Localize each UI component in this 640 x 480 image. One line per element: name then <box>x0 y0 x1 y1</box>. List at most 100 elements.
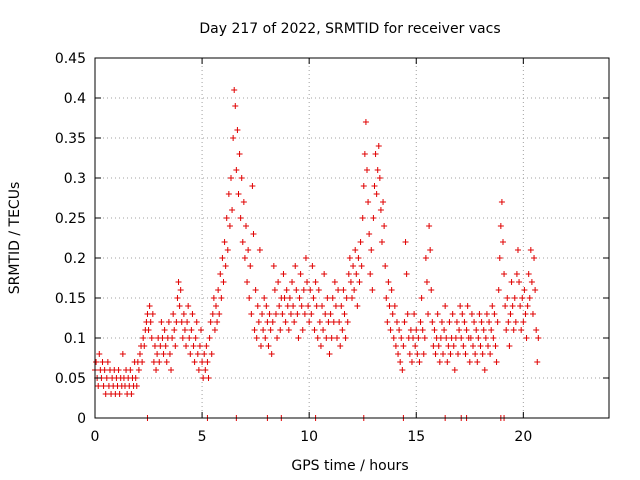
chart-title: Day 217 of 2022, SRMTID for receiver vac… <box>199 21 500 37</box>
data-point <box>468 311 475 317</box>
data-point <box>488 327 495 333</box>
data-point <box>316 319 323 325</box>
data-point <box>170 311 177 317</box>
data-point <box>241 255 248 261</box>
data-point <box>359 215 366 221</box>
data-point <box>246 295 253 301</box>
data-point <box>479 351 486 357</box>
y-tick-label: 0 <box>77 411 86 427</box>
data-point <box>461 319 468 325</box>
data-point <box>295 335 302 341</box>
data-point <box>510 327 517 333</box>
data-point <box>422 255 429 261</box>
data-point <box>146 303 153 309</box>
data-point <box>132 375 139 381</box>
data-point <box>267 327 274 333</box>
data-point <box>159 335 166 341</box>
data-point <box>200 375 207 381</box>
data-point <box>249 183 256 189</box>
data-point <box>521 287 528 293</box>
data-point <box>116 391 123 397</box>
data-point <box>404 311 411 317</box>
data-point <box>387 327 394 333</box>
data-point <box>402 239 409 245</box>
data-point <box>460 343 467 349</box>
data-point <box>127 367 134 373</box>
data-point <box>401 319 408 325</box>
data-point <box>452 335 459 341</box>
data-point <box>250 231 257 237</box>
data-point <box>247 263 254 269</box>
data-point <box>420 351 427 357</box>
data-point <box>418 295 425 301</box>
data-point <box>403 271 410 277</box>
data-point <box>299 327 306 333</box>
data-point <box>427 247 434 253</box>
x-tick-label: 5 <box>198 429 207 445</box>
data-point <box>317 343 324 349</box>
data-point <box>380 199 387 205</box>
data-point <box>369 287 376 293</box>
data-point <box>294 311 301 317</box>
data-point <box>456 327 463 333</box>
data-point <box>254 303 261 309</box>
data-point <box>148 335 155 341</box>
data-point <box>259 311 266 317</box>
data-point <box>471 319 478 325</box>
data-point <box>436 359 443 365</box>
data-point <box>186 335 193 341</box>
data-point <box>432 351 439 357</box>
data-point <box>262 335 269 341</box>
data-point <box>188 327 195 333</box>
data-point <box>435 343 442 349</box>
data-point <box>464 303 471 309</box>
data-point <box>208 351 215 357</box>
data-point <box>336 319 343 325</box>
data-point <box>270 263 277 269</box>
data-point <box>204 359 211 365</box>
data-point <box>216 311 223 317</box>
data-point <box>192 335 199 341</box>
data-point <box>232 103 239 109</box>
data-point <box>274 335 281 341</box>
data-point <box>335 287 342 293</box>
data-point <box>507 311 514 317</box>
data-point <box>356 279 363 285</box>
data-point <box>377 207 384 213</box>
data-point <box>396 327 403 333</box>
data-point <box>480 327 487 333</box>
data-point <box>261 295 268 301</box>
data-point <box>475 335 482 341</box>
data-point <box>179 335 186 341</box>
data-point <box>193 319 200 325</box>
data-point <box>320 327 327 333</box>
data-point <box>345 271 352 277</box>
data-point <box>346 255 353 261</box>
data-point <box>341 311 348 317</box>
data-point <box>490 335 497 341</box>
data-point <box>128 391 135 397</box>
data-point <box>400 343 407 349</box>
data-point <box>93 359 100 365</box>
data-point <box>95 383 102 389</box>
data-points <box>92 87 542 421</box>
data-point <box>309 263 316 269</box>
data-point <box>151 343 158 349</box>
y-tick-labels: 0 0.05 0.1 0.15 0.2 0.25 0.3 0.35 0.4 0.45 <box>55 51 86 427</box>
data-point <box>525 271 532 277</box>
data-point <box>252 287 259 293</box>
data-point <box>302 255 309 261</box>
data-point <box>156 359 163 365</box>
data-point <box>154 351 161 357</box>
data-point <box>150 359 157 365</box>
data-point <box>284 303 291 309</box>
data-point <box>245 247 252 253</box>
data-point <box>313 303 320 309</box>
data-point <box>428 287 435 293</box>
data-point <box>205 375 212 381</box>
data-point <box>169 335 176 341</box>
data-point <box>476 311 483 317</box>
data-point <box>180 311 187 317</box>
data-point <box>399 367 406 373</box>
